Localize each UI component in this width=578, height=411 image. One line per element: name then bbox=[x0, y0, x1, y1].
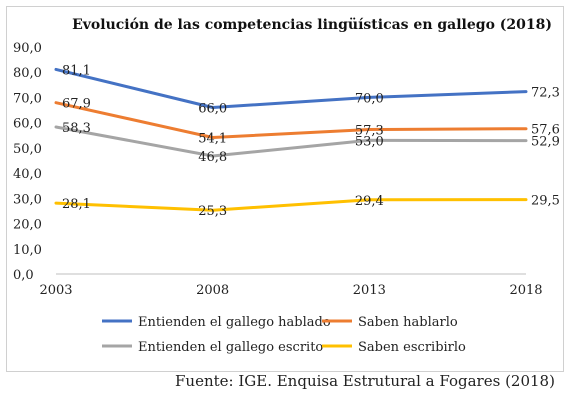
legend-label: Entienden el gallego escrito bbox=[138, 340, 323, 355]
x-tick-label: 2018 bbox=[509, 283, 542, 298]
y-tick-label: 10,0 bbox=[13, 243, 42, 258]
y-tick-label: 90,0 bbox=[13, 41, 42, 56]
y-tick-label: 60,0 bbox=[13, 117, 42, 132]
x-tick-label: 2008 bbox=[196, 283, 229, 298]
data-label: 66,0 bbox=[198, 102, 227, 117]
data-label: 54,1 bbox=[198, 132, 227, 147]
legend-label: Entienden el gallego hablado bbox=[138, 315, 331, 330]
data-label: 28,1 bbox=[62, 197, 91, 212]
chart-title: Evolución de las competencias lingüístic… bbox=[72, 17, 552, 33]
legend-label: Saben escribirlo bbox=[358, 340, 466, 355]
y-tick-label: 70,0 bbox=[13, 91, 42, 106]
line-chart: Evolución de las competencias lingüístic… bbox=[13, 17, 560, 355]
y-tick-label: 40,0 bbox=[13, 167, 42, 182]
series-line-1 bbox=[54, 67, 528, 109]
data-label: 53,0 bbox=[355, 134, 384, 149]
data-label: 29,4 bbox=[355, 194, 384, 209]
y-tick-label: 0,0 bbox=[13, 268, 34, 283]
legend-label: Saben hablarlo bbox=[358, 315, 458, 330]
data-label: 81,1 bbox=[62, 63, 91, 78]
y-tick-label: 20,0 bbox=[13, 218, 42, 233]
data-label: 29,5 bbox=[531, 194, 560, 209]
source-note: Fuente: IGE. Enquisa Estrutural a Fogare… bbox=[175, 372, 555, 390]
y-tick-label: 80,0 bbox=[13, 66, 42, 81]
chart-frame: Evolución de las competencias lingüístic… bbox=[6, 6, 564, 372]
data-label: 46,8 bbox=[198, 150, 227, 165]
x-tick-label: 2013 bbox=[353, 283, 386, 298]
data-label: 57,3 bbox=[355, 123, 384, 138]
data-label: 67,9 bbox=[62, 97, 91, 112]
series-line-3 bbox=[54, 125, 528, 158]
data-label: 58,3 bbox=[62, 121, 91, 136]
data-label: 25,3 bbox=[198, 204, 227, 219]
data-label: 72,3 bbox=[531, 86, 560, 101]
x-tick-label: 2003 bbox=[39, 283, 72, 298]
y-tick-label: 30,0 bbox=[13, 192, 42, 207]
series-line-4 bbox=[54, 198, 528, 212]
y-tick-label: 50,0 bbox=[13, 142, 42, 157]
series-line-2 bbox=[54, 101, 528, 139]
data-label: 57,6 bbox=[531, 123, 560, 138]
data-label: 52,9 bbox=[531, 135, 560, 150]
data-label: 70,0 bbox=[355, 91, 384, 106]
